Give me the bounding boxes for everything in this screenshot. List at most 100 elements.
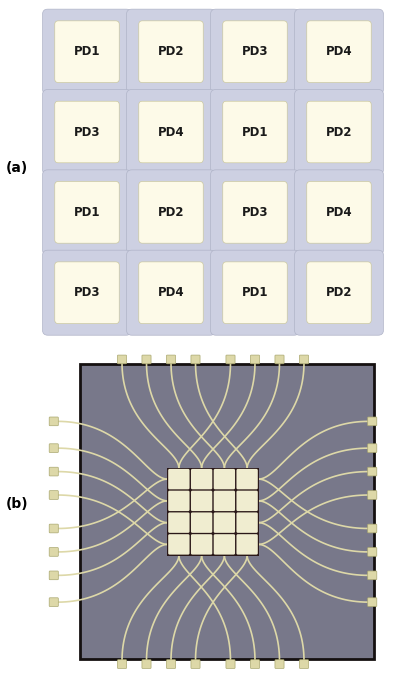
FancyBboxPatch shape	[191, 355, 200, 364]
FancyBboxPatch shape	[307, 21, 371, 82]
FancyBboxPatch shape	[42, 170, 132, 255]
FancyBboxPatch shape	[126, 170, 216, 255]
Bar	[190, 512, 213, 534]
Bar	[167, 490, 190, 512]
FancyBboxPatch shape	[214, 469, 235, 489]
Text: PD4: PD4	[326, 45, 352, 58]
FancyBboxPatch shape	[368, 598, 377, 606]
FancyBboxPatch shape	[142, 660, 151, 668]
FancyBboxPatch shape	[118, 355, 126, 364]
FancyBboxPatch shape	[294, 170, 384, 255]
FancyBboxPatch shape	[191, 534, 212, 554]
FancyBboxPatch shape	[300, 355, 308, 364]
FancyBboxPatch shape	[139, 262, 203, 324]
Text: PD2: PD2	[326, 286, 352, 299]
FancyBboxPatch shape	[42, 89, 132, 174]
Text: PD2: PD2	[158, 206, 184, 219]
FancyBboxPatch shape	[210, 89, 300, 174]
Text: PD3: PD3	[242, 206, 268, 219]
Bar	[167, 512, 190, 534]
FancyBboxPatch shape	[139, 182, 203, 243]
FancyBboxPatch shape	[368, 417, 377, 426]
FancyBboxPatch shape	[236, 512, 258, 533]
FancyBboxPatch shape	[214, 534, 235, 554]
FancyBboxPatch shape	[142, 355, 151, 364]
FancyBboxPatch shape	[214, 490, 235, 511]
FancyBboxPatch shape	[368, 490, 377, 499]
Text: PD3: PD3	[74, 126, 100, 139]
Bar	[190, 490, 213, 512]
FancyBboxPatch shape	[236, 490, 258, 511]
Text: PD1: PD1	[242, 286, 268, 299]
Bar	[213, 490, 236, 512]
Text: PD3: PD3	[74, 286, 100, 299]
FancyBboxPatch shape	[191, 660, 200, 668]
FancyBboxPatch shape	[250, 660, 260, 668]
FancyBboxPatch shape	[49, 467, 58, 476]
Text: PD4: PD4	[158, 126, 184, 139]
FancyBboxPatch shape	[49, 524, 58, 533]
FancyBboxPatch shape	[166, 660, 176, 668]
FancyBboxPatch shape	[275, 660, 284, 668]
FancyBboxPatch shape	[236, 534, 258, 554]
FancyBboxPatch shape	[42, 250, 132, 335]
FancyBboxPatch shape	[226, 660, 235, 668]
FancyBboxPatch shape	[214, 512, 235, 533]
FancyBboxPatch shape	[368, 524, 377, 533]
FancyBboxPatch shape	[126, 250, 216, 335]
FancyBboxPatch shape	[191, 512, 212, 533]
FancyBboxPatch shape	[210, 250, 300, 335]
FancyBboxPatch shape	[368, 547, 377, 556]
Text: PD1: PD1	[242, 126, 268, 139]
Bar	[190, 533, 213, 556]
FancyBboxPatch shape	[168, 534, 190, 554]
Bar	[213, 512, 236, 534]
Text: (a): (a)	[6, 161, 28, 175]
FancyBboxPatch shape	[126, 89, 216, 174]
FancyBboxPatch shape	[49, 417, 58, 426]
FancyBboxPatch shape	[307, 262, 371, 324]
FancyBboxPatch shape	[49, 444, 58, 453]
Bar	[213, 468, 236, 490]
FancyBboxPatch shape	[139, 21, 203, 82]
FancyBboxPatch shape	[118, 660, 126, 668]
FancyBboxPatch shape	[223, 102, 287, 163]
FancyBboxPatch shape	[210, 9, 300, 94]
FancyBboxPatch shape	[368, 467, 377, 476]
FancyBboxPatch shape	[49, 547, 58, 556]
Bar	[80, 364, 374, 659]
Text: PD2: PD2	[326, 126, 352, 139]
Text: PD1: PD1	[74, 206, 100, 219]
FancyBboxPatch shape	[294, 250, 384, 335]
Text: PD4: PD4	[326, 206, 352, 219]
FancyBboxPatch shape	[250, 355, 260, 364]
Bar	[235, 490, 259, 512]
Bar	[190, 468, 213, 490]
FancyBboxPatch shape	[168, 512, 190, 533]
FancyBboxPatch shape	[368, 571, 377, 580]
FancyBboxPatch shape	[307, 102, 371, 163]
Bar	[213, 533, 236, 556]
Text: PD2: PD2	[158, 45, 184, 58]
FancyBboxPatch shape	[210, 170, 300, 255]
Text: PD4: PD4	[158, 286, 184, 299]
FancyBboxPatch shape	[55, 182, 119, 243]
FancyBboxPatch shape	[55, 102, 119, 163]
Bar	[235, 533, 259, 556]
FancyBboxPatch shape	[294, 9, 384, 94]
FancyBboxPatch shape	[368, 444, 377, 453]
Text: (b): (b)	[6, 497, 29, 511]
FancyBboxPatch shape	[42, 9, 132, 94]
FancyBboxPatch shape	[236, 469, 258, 489]
Text: PD3: PD3	[242, 45, 268, 58]
FancyBboxPatch shape	[307, 182, 371, 243]
Bar	[235, 512, 259, 534]
FancyBboxPatch shape	[191, 469, 212, 489]
FancyBboxPatch shape	[300, 660, 308, 668]
FancyBboxPatch shape	[223, 182, 287, 243]
FancyBboxPatch shape	[49, 598, 58, 606]
FancyBboxPatch shape	[126, 9, 216, 94]
FancyBboxPatch shape	[55, 262, 119, 324]
Bar	[235, 468, 259, 490]
FancyBboxPatch shape	[168, 469, 190, 489]
